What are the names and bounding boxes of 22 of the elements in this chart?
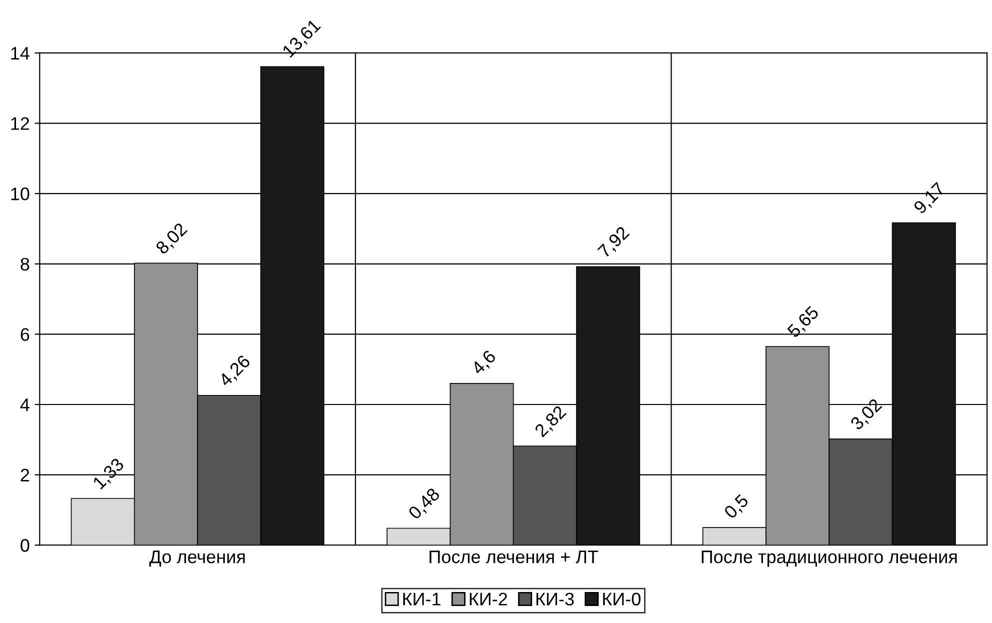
y-tick-label: 0 [20,539,30,552]
legend-label: КИ-2 [470,592,508,606]
x-tick-label: После лечения + ЛТ [430,550,598,564]
y-tick-label: 14 [11,47,30,60]
y-tick-label: 10 [11,188,30,200]
data-label: 7,92 [597,226,632,260]
data-label: 4,26 [218,354,252,389]
data-label: 3,02 [850,398,884,432]
data-label: 8,02 [154,222,190,256]
legend-label: КИ-3 [536,592,574,606]
data-label: 0,5 [723,493,751,521]
data-label: 0,48 [408,487,442,522]
x-tick-label: После традиционного лечения [702,550,957,567]
y-tick-label: 6 [20,328,30,341]
y-tick-label: 12 [11,117,30,130]
y-tick-label: 8 [20,258,30,271]
legend-label: КИ-0 [603,592,640,606]
x-tick-label: До лечения [149,550,245,567]
data-label: 4,6 [470,349,498,377]
y-tick-label: 4 [20,398,30,412]
y-tick-label: 2 [20,468,30,482]
legend-label: КИ-1 [403,592,440,606]
